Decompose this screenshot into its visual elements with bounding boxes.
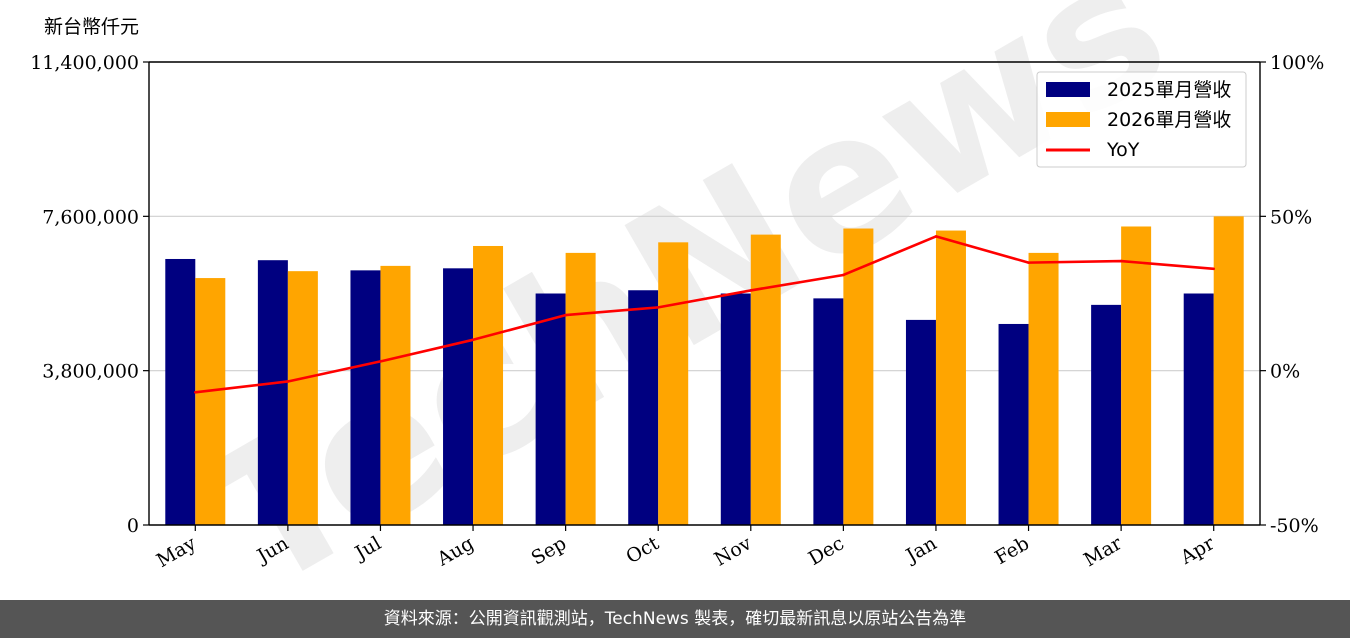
bar-series1-oct <box>628 290 659 525</box>
yoy-point-apr <box>1212 267 1216 271</box>
yoy-point-jun <box>286 380 290 383</box>
x-tick-label-dec: Dec <box>805 532 848 570</box>
right-tick-label: 0% <box>1270 361 1300 383</box>
yoy-point-dec <box>842 273 845 277</box>
yoy-point-feb <box>1027 261 1030 264</box>
bar-series2-jan <box>935 230 966 525</box>
left-tick-label: 3,800,000 <box>42 361 139 383</box>
bar-series2-sep <box>565 252 596 525</box>
legend-entry-2025-swatch <box>1046 82 1090 97</box>
unit-label: 新台幣仟元 <box>44 16 139 38</box>
yoy-point-jan <box>934 235 938 238</box>
x-tick-label-may: May <box>153 532 200 572</box>
bar-series2-jul <box>380 265 411 525</box>
x-tick-label-apr: Apr <box>1176 532 1219 569</box>
legend: 2025單月營收 2026單月營收 YoY <box>1036 71 1247 168</box>
yoy-line-layer <box>193 235 1216 394</box>
right-tick-label: 100% <box>1270 52 1324 74</box>
bar-series1-feb <box>998 323 1029 525</box>
x-tick-label-jan: Jan <box>901 532 941 568</box>
left-tick-label: 11,400,000 <box>30 52 139 74</box>
yoy-point-sep <box>564 313 567 317</box>
bar-series2-jun <box>287 271 318 525</box>
yoy-point-aug <box>471 338 475 342</box>
bar-series2-dec <box>843 228 874 525</box>
bar-series1-may <box>165 258 196 525</box>
x-tick-label-feb: Feb <box>991 532 1033 569</box>
bar-series2-feb <box>1028 252 1059 525</box>
x-tick-label-sep: Sep <box>528 532 571 569</box>
right-tick-label: -50% <box>1270 515 1319 537</box>
bars-layer <box>165 216 1244 526</box>
bar-series1-mar <box>1091 304 1122 525</box>
bar-series1-jun <box>257 260 288 525</box>
yoy-line <box>195 235 1214 394</box>
bar-series2-may <box>195 278 226 525</box>
x-tick-label-oct: Oct <box>622 532 663 568</box>
bar-series2-nov <box>750 234 781 525</box>
bar-series2-oct <box>658 242 689 526</box>
bar-series1-jul <box>350 270 381 525</box>
bar-series2-mar <box>1121 226 1152 525</box>
legend-entry-2025-label: 2025單月營收 <box>1107 79 1231 101</box>
left-tick-label: 7,600,000 <box>42 206 139 228</box>
x-tick-label-mar: Mar <box>1080 532 1126 571</box>
bar-series2-apr <box>1213 216 1244 526</box>
yoy-point-may <box>193 390 197 394</box>
right-tick-label: 50% <box>1270 206 1312 228</box>
bar-series2-aug <box>473 245 504 526</box>
legend-entry-2026-label: 2026單月營收 <box>1107 109 1231 131</box>
bar-series1-apr <box>1183 293 1214 525</box>
yoy-point-jul <box>379 360 382 363</box>
bar-series1-sep <box>535 293 566 525</box>
revenue-chart: TechNews 03,800,0007,600,00011,400,000-5… <box>30 0 1324 600</box>
bar-series1-nov <box>720 293 751 525</box>
legend-entry-2026-swatch <box>1046 112 1090 127</box>
source-footer: 資料來源：公開資訊觀測站，TechNews 製表，確切最新訊息以原站公告為準 <box>0 600 1350 638</box>
yoy-point-nov <box>749 289 753 292</box>
bar-series1-dec <box>813 298 844 525</box>
yoy-point-oct <box>656 306 660 309</box>
left-tick-label: 0 <box>127 515 139 537</box>
bar-series1-aug <box>443 268 474 525</box>
yoy-point-mar <box>1119 259 1123 263</box>
legend-entry-yoy-label: YoY <box>1106 139 1140 161</box>
bar-series1-jan <box>905 319 936 525</box>
x-tick-label-nov: Nov <box>711 532 756 571</box>
